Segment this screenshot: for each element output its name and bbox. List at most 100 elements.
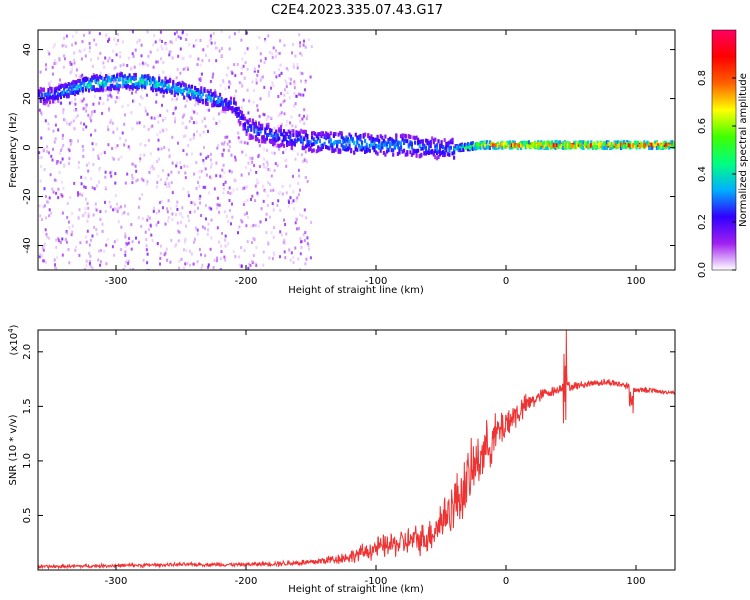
spectrogram-noise-cell (230, 70, 233, 74)
spectrogram-ridge-cell (440, 140, 443, 145)
spectrogram-ridge-cell (312, 142, 315, 146)
spectrogram-noise-cell (266, 160, 269, 164)
spectrogram-noise-cell (182, 56, 185, 60)
spectrogram-ridge-cell (375, 150, 378, 155)
spectrogram-ridge-cell (459, 145, 462, 150)
spectrogram-ridge-cell (435, 156, 438, 161)
spectrogram-noise-cell (198, 197, 201, 200)
spectrogram-ridge-cell (626, 141, 629, 146)
spectrogram-noise-cell (40, 155, 43, 159)
spectrogram-ridge-cell (482, 141, 485, 146)
spectrogram-noise-cell (140, 177, 143, 181)
spectrogram-noise-cell (182, 187, 185, 191)
spectrogram-noise-cell (84, 104, 87, 108)
spectrogram-ridge-cell (417, 148, 420, 153)
spectrogram-noise-cell (47, 50, 50, 54)
spectrogram-ridge-cell (292, 133, 295, 137)
spectrogram-ridge-cell (414, 149, 417, 154)
spectrogram-ridge-cell (364, 150, 367, 154)
spectrogram-noise-cell (58, 171, 61, 174)
spectrogram-noise-cell (212, 32, 215, 35)
spectrogram-ridge-cell (337, 132, 340, 137)
spectrogram-ridge-cell (601, 145, 604, 150)
spectrogram-noise-cell (188, 43, 191, 47)
spectrogram-ridge-cell (340, 131, 343, 136)
spectrogram-noise-cell (114, 100, 117, 104)
spectrogram-ridge-cell (350, 136, 353, 141)
spectrogram-noise-cell (243, 200, 246, 204)
spectrogram-noise-cell (160, 57, 163, 61)
spectrogram-noise-cell (241, 84, 244, 88)
spectrogram-noise-cell (138, 103, 141, 106)
spectrogram-noise-cell (124, 264, 127, 268)
spectrogram-ridge-cell (615, 145, 618, 150)
spectrogram-ridge-cell (346, 146, 350, 151)
spectrogram-ridge-cell (635, 140, 638, 145)
spectrogram-noise-cell (198, 82, 201, 86)
spectrogram-ridge-cell (434, 144, 437, 149)
spectrogram-ridge-cell (566, 144, 569, 149)
spectrogram-ridge-cell (587, 140, 590, 145)
spectrogram-noise-cell (263, 157, 266, 161)
spectrogram-noise-cell (98, 180, 100, 184)
spectrogram-ridge-cell (239, 116, 242, 120)
spectrogram-noise-cell (181, 206, 184, 210)
spectrogram-ridge-cell (545, 142, 548, 147)
spectrogram-noise-cell (290, 251, 293, 255)
spectrogram-ridge-cell (537, 145, 540, 149)
spectrogram-noise-cell (112, 49, 115, 53)
spectrogram-noise-cell (272, 235, 275, 239)
spectrogram-ridge-cell (387, 148, 390, 153)
spectrogram-noise-cell (289, 121, 291, 125)
spectrogram-ridge-cell (200, 86, 203, 91)
spectrogram-noise-cell (112, 130, 115, 134)
spectrogram-noise-cell (263, 147, 266, 151)
spectrogram-noise-cell (228, 199, 231, 202)
spectrogram-noise-cell (156, 133, 159, 137)
spectrogram-ridge-cell (496, 144, 499, 149)
spectrogram-noise-cell (90, 58, 93, 62)
spectrogram-ridge-cell (359, 145, 362, 150)
spectrogram-noise-cell (149, 166, 152, 170)
spectrogram-ridge-cell (457, 144, 460, 149)
colorbar-label: Normalized spectral amplitude (738, 73, 749, 227)
spectrogram-ridge-cell (307, 147, 311, 152)
spectrogram-ridge-cell (392, 152, 395, 157)
spectrogram-noise-cell (259, 97, 262, 101)
spectrogram-noise-cell (258, 165, 261, 169)
spectrogram-noise-cell (143, 125, 146, 128)
spectrogram-noise-cell (85, 163, 88, 167)
spectrogram-noise-cell (139, 153, 142, 157)
spectrogram-noise-cell (159, 130, 162, 134)
spectrogram-noise-cell (57, 128, 60, 132)
spectrogram-noise-cell (48, 208, 51, 212)
spectrogram-ridge-cell (435, 143, 438, 148)
spectrogram-ridge-cell (254, 124, 257, 129)
spectrogram-noise-cell (259, 59, 262, 63)
spectrogram-noise-cell (162, 94, 165, 98)
spectrogram-noise-cell (210, 207, 213, 211)
spectrogram-ridge-cell (83, 77, 86, 82)
spectrogram-noise-cell (116, 207, 119, 211)
spectrogram-noise-cell (186, 261, 189, 265)
spectrogram-ridge-cell (643, 143, 646, 148)
spectrogram-noise-cell (38, 151, 41, 155)
spectrogram-noise-cell (97, 56, 100, 60)
spectrogram-ridge-cell (336, 140, 339, 145)
spectrogram-noise-cell (238, 140, 241, 144)
spectrogram-noise-cell (88, 243, 91, 247)
spectrogram-ridge-cell (282, 134, 286, 139)
spectrogram-noise-cell (145, 268, 148, 270)
spectrogram-ridge-cell (125, 80, 128, 85)
spectrogram-ridge-cell (162, 81, 165, 86)
spectrogram-x-tick-label: 0 (503, 276, 509, 287)
spectrogram-noise-cell (158, 209, 161, 213)
spectrogram-ridge-cell (261, 139, 264, 144)
spectrogram-noise-cell (52, 129, 55, 133)
spectrogram-ridge-cell (375, 137, 378, 142)
spectrogram-noise-cell (279, 103, 282, 107)
spectrogram-y-tick-label: 0 (22, 144, 33, 150)
spectrogram-noise-cell (126, 64, 129, 67)
spectrogram-noise-cell (119, 136, 122, 140)
spectrogram-noise-cell (193, 202, 196, 206)
